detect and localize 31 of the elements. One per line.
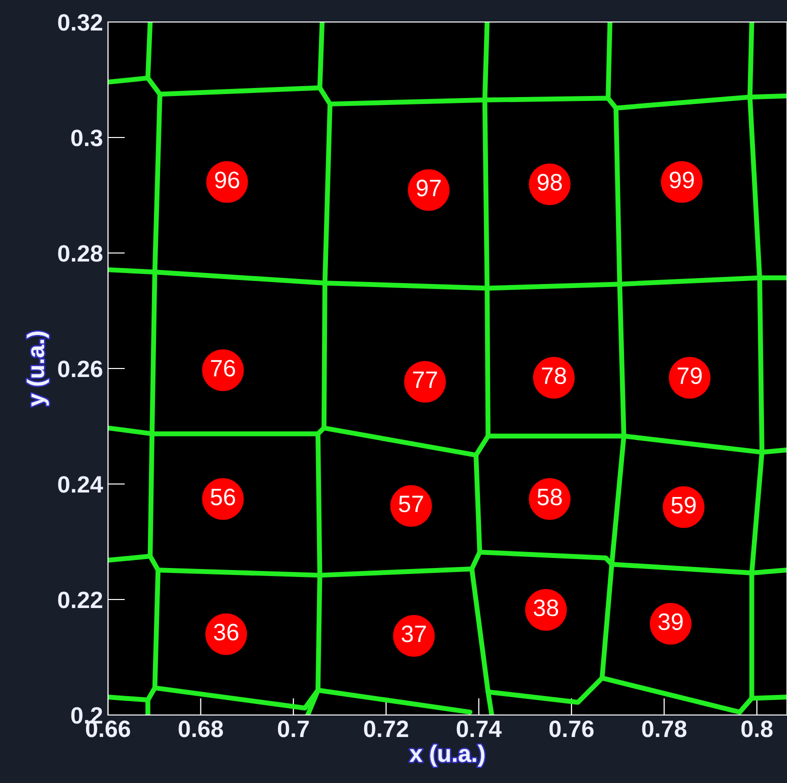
annotation: 37 (402, 626, 426, 642)
y-tick-label: 0.3 (71, 130, 102, 146)
annotation: 39 (658, 613, 683, 630)
annotation: 98 (538, 174, 562, 191)
annotation: 78 (542, 367, 566, 384)
x-tick-label: 0.8 (741, 720, 773, 738)
y-axis-title: y (u.a.) (26, 332, 49, 406)
annotation: 58 (538, 488, 562, 506)
y-tick-label: 0.24 (58, 476, 104, 493)
annotation: 97 (416, 180, 441, 196)
annotation: 96 (215, 172, 240, 188)
annotation: 38 (534, 600, 558, 616)
annotation: 76 (211, 360, 236, 377)
x-tick-label: 0.74 (456, 720, 502, 738)
annotation: 57 (398, 496, 424, 512)
x-tick-label: 0.7 (278, 720, 309, 738)
x-tick-label: 0.72 (364, 720, 408, 738)
x-tick-label: 0.76 (549, 720, 594, 738)
annotation: 36 (214, 624, 238, 640)
annotation: 99 (670, 172, 694, 188)
annotation: 79 (678, 367, 702, 384)
x-axis-title: x (u.a.) (410, 744, 484, 767)
y-tick-label: 0.28 (58, 245, 102, 262)
y-tick-label: 0.32 (58, 14, 102, 31)
x-tick-label: 0.78 (642, 720, 686, 738)
annotation: 77 (413, 372, 437, 388)
annotation: 59 (671, 496, 696, 514)
y-tick-label: 0.22 (58, 592, 102, 608)
annotation: 56 (210, 488, 236, 506)
x-tick-label: 0.68 (178, 720, 223, 738)
y-tick-label: 0.26 (58, 360, 102, 378)
